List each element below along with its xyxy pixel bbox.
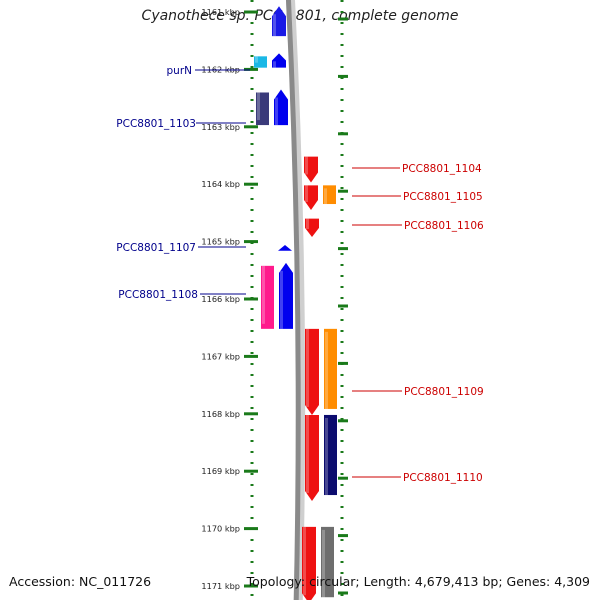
- gene-arrow-PCC8801_1104: [304, 156, 318, 183]
- gene-label-PCC8801_1104[interactable]: PCC8801_1104: [402, 163, 482, 175]
- ruler-tick-label: 1169 kbp: [201, 466, 240, 476]
- gene-highlight: [280, 270, 283, 329]
- gene-highlight: [303, 526, 306, 596]
- gene-label-PCC8801_1103[interactable]: PCC8801_1103: [116, 118, 196, 130]
- accession-text: Accession: NC_011726: [9, 574, 152, 589]
- gene-arrow-PCC8801_1107: [278, 245, 292, 251]
- gene-subtrack-PCC8801_1103: [256, 92, 269, 126]
- gene-highlight: [306, 328, 309, 407]
- gene-highlight: [306, 414, 309, 494]
- subtrack-highlight: [255, 56, 258, 63]
- gene-arrow-PCC8801_1108: [279, 262, 293, 329]
- gene-arrow-purN: [272, 53, 286, 68]
- gene-label-PCC8801_1108[interactable]: PCC8801_1108: [118, 289, 198, 301]
- gene-arrow-next_gene: [302, 526, 316, 600]
- gene-subtrack-PCC8801_1105: [323, 185, 336, 205]
- ruler-tick-label: 1165 kbp: [201, 237, 240, 247]
- gene-highlight: [305, 185, 308, 203]
- gene-highlight: [306, 218, 309, 230]
- ruler-tick-label: 1163 kbp: [201, 122, 240, 132]
- gene-arrow-PCC8801_1105: [304, 185, 318, 211]
- ruler-tick-label: 1164 kbp: [201, 179, 240, 189]
- gene-label-PCC8801_1110[interactable]: PCC8801_1110: [403, 472, 483, 484]
- gene-label-purN[interactable]: purN: [167, 65, 193, 77]
- gene-label-PCC8801_1107[interactable]: PCC8801_1107: [116, 242, 196, 254]
- gene-arrow-PCC8801_1110: [305, 414, 319, 502]
- subtrack-highlight: [257, 92, 260, 121]
- genome-backbone: [285, 0, 301, 600]
- gene-label-PCC8801_1109[interactable]: PCC8801_1109: [404, 386, 484, 398]
- ruler-tick-label: 1171 kbp: [201, 581, 240, 591]
- genome-title: Cyanothece sp. PCC 8801, complete genome: [141, 8, 459, 24]
- ruler-left: 1161 kbp 1162 kbp 1163 kbp 1164 kbp 1165 kbp…: [201, 0, 258, 600]
- ruler-tick-label: 1162 kbp: [201, 64, 240, 74]
- gene-arrow-prev_gene: [272, 6, 286, 37]
- gene-arrow-PCC8801_1103: [274, 89, 288, 126]
- subtrack-highlight: [324, 188, 327, 206]
- gene-label-PCC8801_1105[interactable]: PCC8801_1105: [403, 191, 483, 203]
- gene-features: [254, 6, 337, 600]
- ruler-tick-label: 1168 kbp: [201, 409, 240, 419]
- ruler-tick-label: 1166 kbp: [201, 294, 240, 304]
- subtrack-highlight: [262, 265, 265, 324]
- gene-highlight: [305, 156, 308, 175]
- subtrack-highlight: [322, 529, 325, 599]
- gene-subtrack-PCC8801_1110: [324, 414, 337, 496]
- gene-arrow-PCC8801_1109: [305, 328, 319, 415]
- gene-label-PCC8801_1106[interactable]: PCC8801_1106: [404, 220, 484, 232]
- subtrack-highlight: [325, 331, 328, 410]
- ruler-right: [338, 0, 348, 600]
- gene-subtrack-PCC8801_1108: [261, 265, 274, 329]
- gene-arrow-PCC8801_1106: [305, 218, 319, 238]
- gene-labels: purN PCC8801_1103 PCC8801_1104 PCC8801_1105…: [116, 65, 484, 484]
- gene-highlight: [273, 61, 276, 68]
- gene-highlight: [273, 14, 276, 37]
- gene-subtrack-purN: [254, 56, 267, 68]
- gene-highlight: [275, 97, 278, 126]
- ruler-tick-label: 1167 kbp: [201, 351, 240, 361]
- ruler-tick-label: 1170 kbp: [201, 524, 240, 534]
- gene-subtrack-PCC8801_1109: [324, 328, 337, 409]
- subtrack-highlight: [325, 417, 328, 497]
- ruler-tick-label: 1161 kbp: [201, 7, 240, 17]
- gene-subtrack-next_gene: [321, 526, 334, 598]
- topology-text: Topology: circular; Length: 4,679,413 bp…: [246, 574, 590, 589]
